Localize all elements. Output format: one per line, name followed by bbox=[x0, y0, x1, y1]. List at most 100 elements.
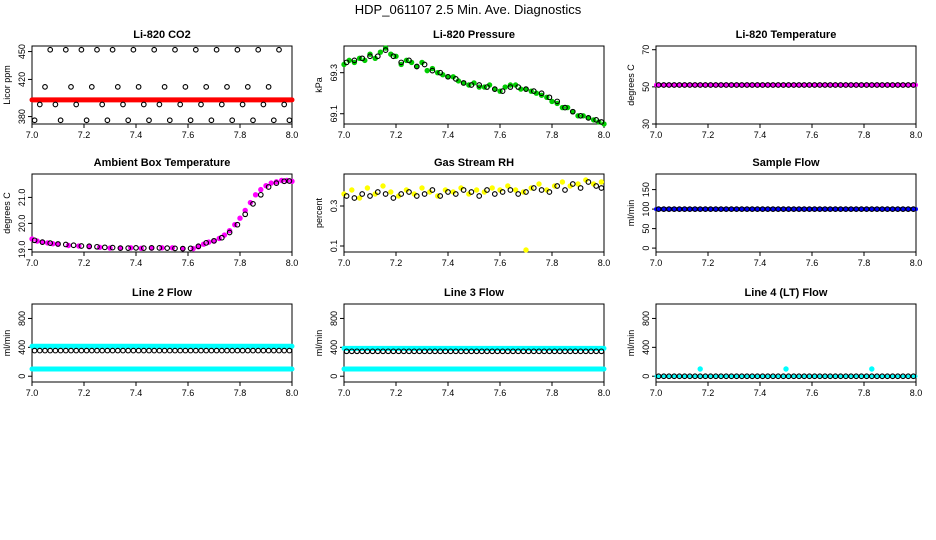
avg-point bbox=[655, 206, 662, 212]
avg-point bbox=[910, 82, 917, 88]
avg-point bbox=[359, 191, 366, 197]
y-tick-label: 400 bbox=[329, 340, 339, 355]
avg-point bbox=[94, 347, 100, 354]
x-tick-label: 7.8 bbox=[858, 258, 871, 268]
avg-point bbox=[452, 75, 459, 82]
raw-point bbox=[567, 183, 573, 189]
avg-point bbox=[156, 101, 163, 108]
avg-point bbox=[374, 53, 381, 60]
y-tick-label: 0 bbox=[329, 374, 339, 379]
raw-point bbox=[263, 183, 269, 189]
avg-point bbox=[270, 117, 277, 124]
avg-point bbox=[57, 347, 64, 354]
raw-point bbox=[377, 49, 384, 55]
avg-point bbox=[785, 373, 792, 380]
avg-point bbox=[562, 104, 568, 111]
avg-point bbox=[442, 348, 449, 355]
avg-point bbox=[562, 348, 568, 355]
avg-point bbox=[718, 206, 724, 212]
avg-point bbox=[655, 373, 662, 380]
avg-point bbox=[73, 347, 80, 354]
x-tick-label: 7.2 bbox=[390, 130, 403, 140]
avg-point bbox=[749, 206, 756, 212]
raw-point bbox=[341, 61, 347, 68]
avg-point bbox=[868, 82, 875, 88]
avg-point bbox=[686, 373, 693, 380]
avg-point bbox=[94, 46, 100, 53]
avg-point bbox=[47, 240, 54, 247]
avg-point bbox=[452, 348, 459, 355]
avg-point bbox=[281, 178, 288, 185]
avg-point bbox=[364, 348, 371, 355]
x-tick-label: 8.0 bbox=[598, 388, 611, 398]
avg-point bbox=[884, 206, 891, 212]
avg-point bbox=[822, 373, 828, 380]
avg-point bbox=[801, 373, 808, 380]
avg-point bbox=[718, 373, 724, 380]
avg-point bbox=[177, 101, 184, 108]
raw-point bbox=[408, 59, 415, 66]
raw-point bbox=[273, 179, 280, 185]
y-tick-label: 69.3 bbox=[329, 64, 339, 82]
avg-point bbox=[858, 206, 865, 212]
avg-point bbox=[507, 84, 514, 90]
avg-point bbox=[832, 206, 839, 212]
avg-point bbox=[811, 206, 818, 212]
avg-point bbox=[759, 206, 766, 212]
raw-point bbox=[356, 195, 363, 201]
x-tick-label: 7.8 bbox=[546, 130, 559, 140]
avg-point bbox=[62, 347, 69, 354]
avg-point bbox=[796, 373, 802, 380]
avg-point bbox=[577, 348, 584, 355]
avg-point bbox=[172, 245, 178, 252]
avg-point bbox=[192, 46, 199, 53]
avg-point bbox=[660, 82, 667, 88]
avg-point bbox=[218, 347, 225, 354]
avg-point bbox=[166, 347, 173, 354]
avg-point bbox=[569, 108, 576, 115]
avg-point bbox=[676, 373, 683, 380]
avg-point bbox=[218, 101, 225, 108]
x-tick-label: 7.4 bbox=[754, 130, 767, 140]
x-tick-label: 7.6 bbox=[182, 130, 195, 140]
raw-point bbox=[489, 185, 495, 191]
plot-area bbox=[29, 177, 295, 252]
avg-point bbox=[187, 117, 194, 124]
avg-point bbox=[780, 373, 787, 380]
avg-point bbox=[398, 191, 405, 197]
avg-point bbox=[276, 347, 282, 354]
avg-point bbox=[203, 240, 210, 246]
avg-point bbox=[738, 206, 745, 212]
avg-point bbox=[702, 373, 709, 380]
avg-point bbox=[348, 348, 355, 355]
avg-point bbox=[140, 101, 147, 108]
avg-point bbox=[244, 347, 251, 354]
plot-frame bbox=[343, 45, 605, 125]
avg-point bbox=[759, 373, 766, 380]
raw-point bbox=[419, 59, 425, 66]
avg-point bbox=[837, 373, 844, 380]
avg-point bbox=[910, 373, 917, 380]
avg-point bbox=[88, 84, 95, 90]
spikes-point bbox=[783, 366, 789, 372]
y-tick-label: 19.0 bbox=[17, 241, 27, 259]
avg-point bbox=[224, 84, 230, 90]
avg-point bbox=[390, 195, 397, 201]
avg-point bbox=[172, 347, 178, 354]
raw-point bbox=[481, 189, 488, 195]
avg-point bbox=[42, 84, 48, 90]
avg-point bbox=[816, 82, 823, 88]
chart-title: Gas Stream RH bbox=[434, 157, 514, 169]
avg-point bbox=[723, 82, 730, 88]
chart-title: Li-820 Pressure bbox=[433, 29, 515, 41]
avg-point bbox=[874, 373, 880, 380]
raw-point bbox=[411, 191, 417, 197]
avg-point bbox=[681, 82, 688, 88]
avg-point bbox=[179, 245, 186, 252]
avg-point bbox=[468, 189, 475, 195]
avg-point bbox=[47, 347, 54, 354]
avg-point bbox=[832, 373, 839, 380]
x-tick-label: 7.4 bbox=[442, 258, 455, 268]
avg-point bbox=[837, 82, 844, 88]
avg-point bbox=[484, 84, 490, 90]
